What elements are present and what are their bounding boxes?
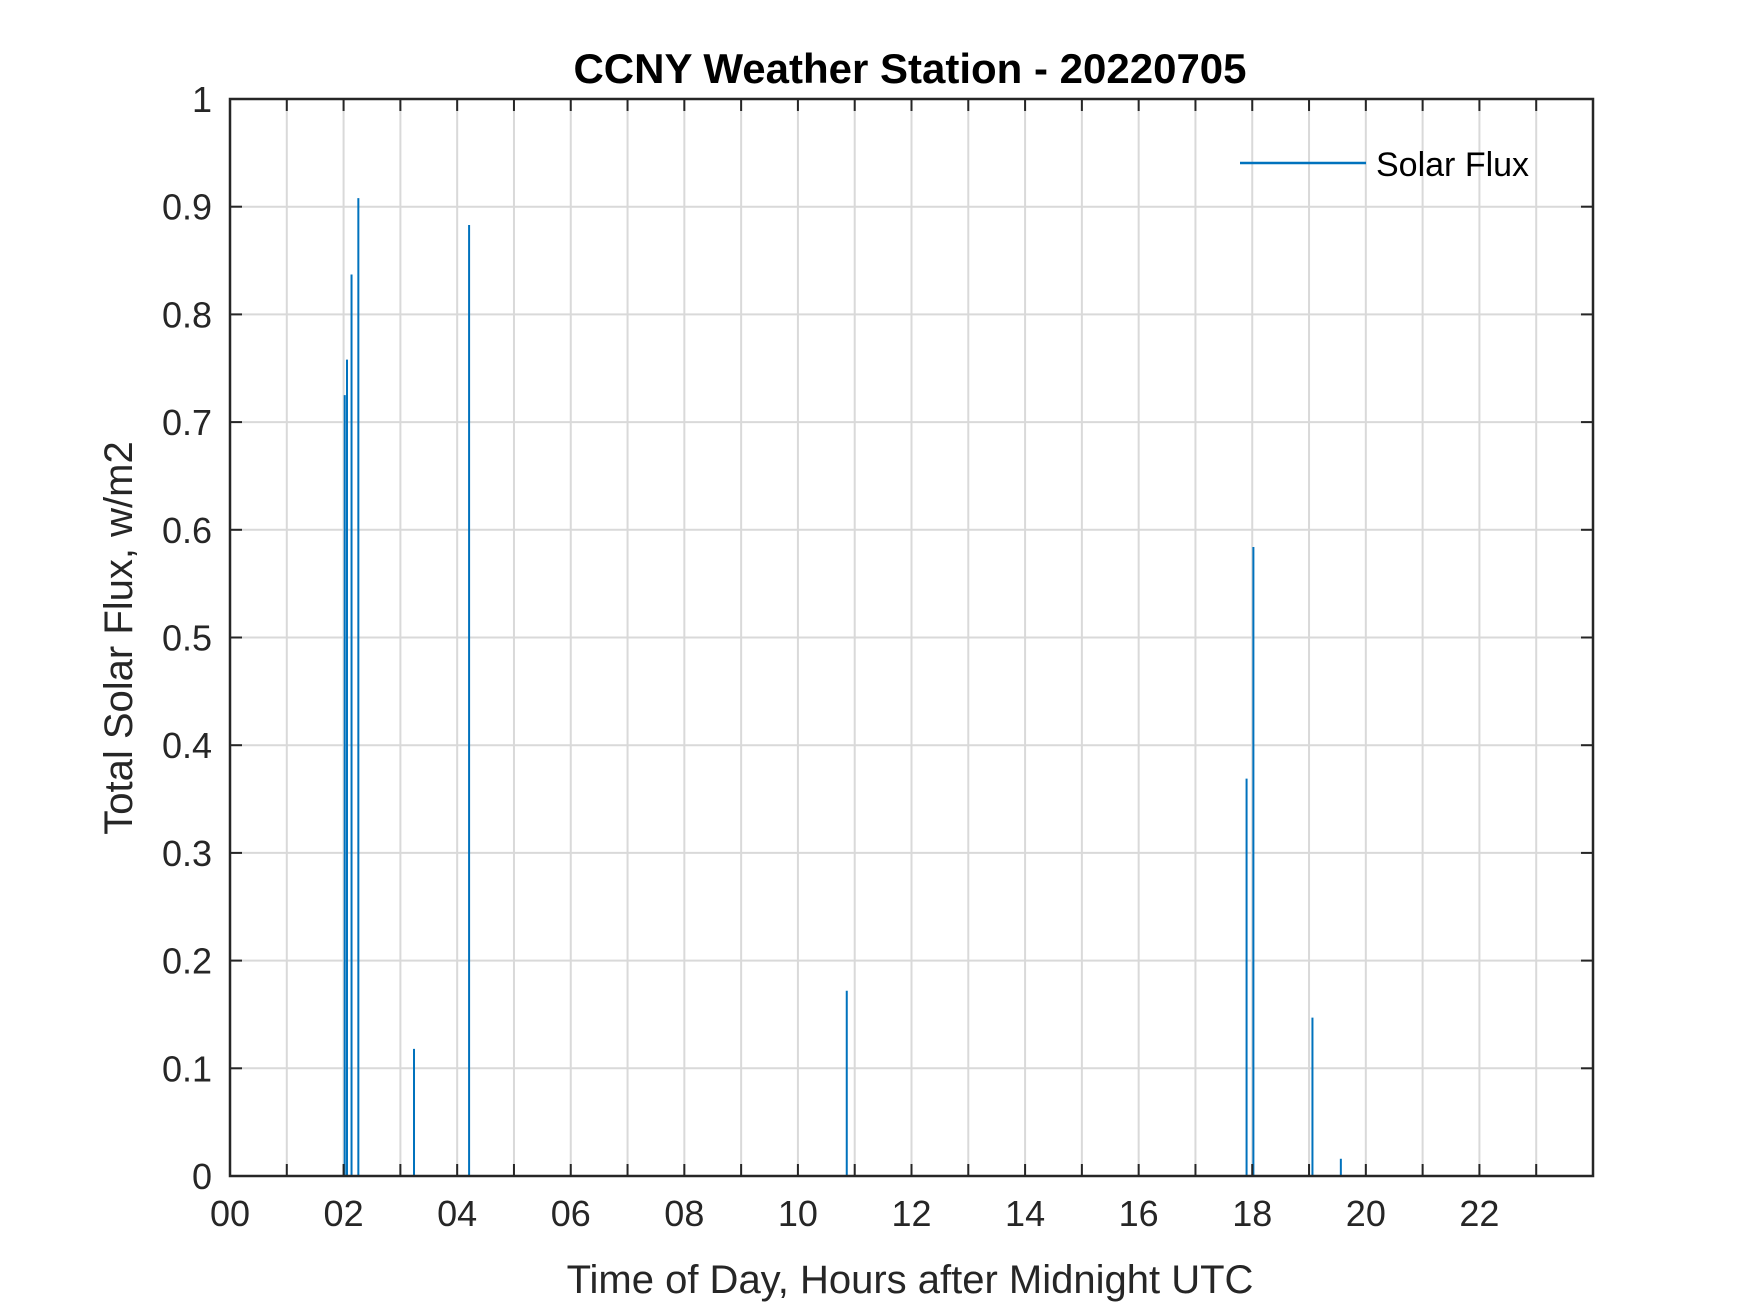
x-tick-label: 00 bbox=[210, 1193, 250, 1234]
y-tick-label: 1 bbox=[192, 79, 212, 120]
x-tick-label: 06 bbox=[551, 1193, 591, 1234]
x-tick-label: 20 bbox=[1346, 1193, 1386, 1234]
y-tick-label: 0.2 bbox=[162, 941, 212, 982]
x-tick-label: 16 bbox=[1119, 1193, 1159, 1234]
y-axis-label: Total Solar Flux, w/m2 bbox=[97, 441, 141, 834]
y-tick-label: 0.9 bbox=[162, 187, 212, 228]
y-tick-label: 0.7 bbox=[162, 402, 212, 443]
data-series-solar-flux bbox=[343, 198, 1342, 1176]
y-tick-label: 0.5 bbox=[162, 618, 212, 659]
x-tick-label: 12 bbox=[891, 1193, 931, 1234]
x-tick-label: 08 bbox=[664, 1193, 704, 1234]
y-tick-label: 0.4 bbox=[162, 725, 212, 766]
y-tick-labels: 0 0.1 0.2 0.3 0.4 0.5 0.6 0.7 0.8 0.9 1 bbox=[162, 79, 212, 1197]
legend: Solar Flux bbox=[1240, 146, 1529, 184]
x-tick-label: 18 bbox=[1232, 1193, 1272, 1234]
y-tick-label: 0 bbox=[192, 1156, 212, 1197]
x-tick-label: 02 bbox=[324, 1193, 364, 1234]
axes bbox=[228, 97, 1595, 1178]
x-tick-labels: 00 02 04 06 08 10 12 14 16 18 20 22 bbox=[210, 1193, 1499, 1234]
x-axis-label: Time of Day, Hours after Midnight UTC bbox=[567, 1258, 1254, 1302]
legend-label-solar-flux: Solar Flux bbox=[1376, 146, 1529, 184]
x-tick-label: 10 bbox=[778, 1193, 818, 1234]
y-tick-label: 0.6 bbox=[162, 510, 212, 551]
y-tick-label: 0.3 bbox=[162, 833, 212, 874]
x-tick-label: 14 bbox=[1005, 1193, 1045, 1234]
x-tick-label: 22 bbox=[1459, 1193, 1499, 1234]
x-tick-label: 04 bbox=[437, 1193, 477, 1234]
y-tick-label: 0.1 bbox=[162, 1048, 212, 1089]
chart-title: CCNY Weather Station - 20220705 bbox=[573, 45, 1246, 92]
y-tick-label: 0.8 bbox=[162, 294, 212, 335]
